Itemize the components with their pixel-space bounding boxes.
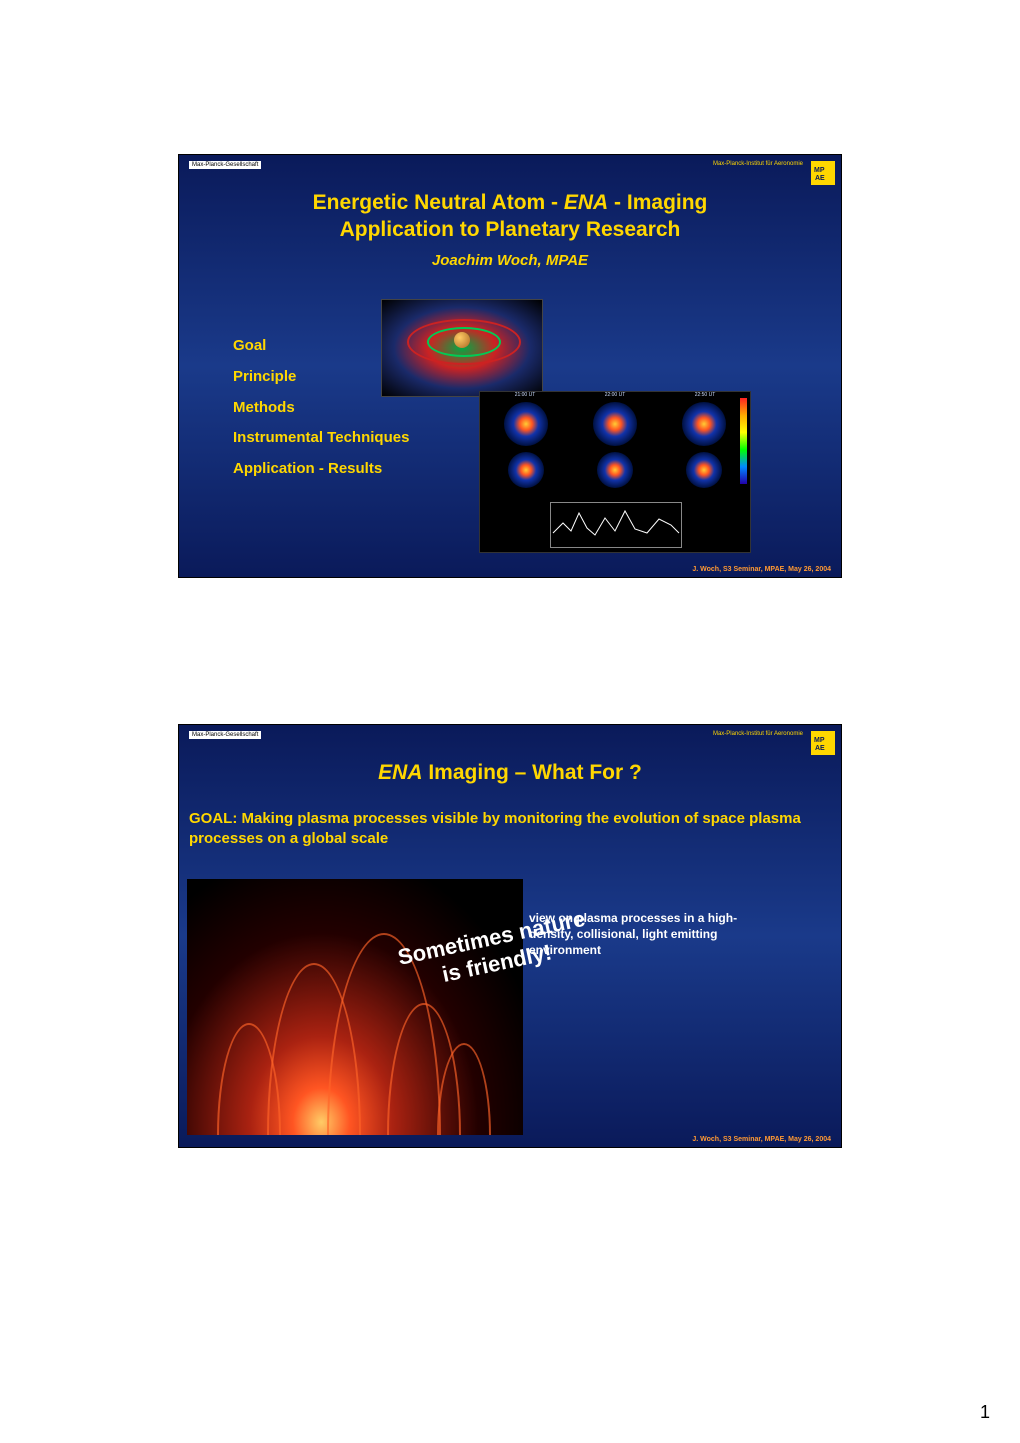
footer-credit: J. Woch, S3 Seminar, MPAE, May 26, 2004 xyxy=(692,566,831,573)
title-line2: Application to Planetary Research xyxy=(340,218,681,241)
org-right-label: Max-Planck-Institut für Aeronomie xyxy=(713,731,803,737)
svg-text:AE: AE xyxy=(815,175,825,182)
bullet-application: Application - Results xyxy=(233,454,409,485)
slide-2: Max-Planck-Gesellschaft Max-Planck-Insti… xyxy=(178,724,842,1148)
time-1: 21:00 UT xyxy=(515,392,536,398)
title2-rest: Imaging – What For ? xyxy=(423,761,642,784)
slide1-title: Energetic Neutral Atom - ENA - Imaging A… xyxy=(179,189,841,244)
title-part1: Energetic Neutral Atom - xyxy=(313,191,564,214)
colorbar-icon xyxy=(740,398,747,484)
flux-plot xyxy=(550,502,682,548)
globe-row-2 xyxy=(480,448,750,490)
magnetosphere-diagram xyxy=(381,299,543,397)
bullet-methods: Methods xyxy=(233,393,409,424)
svg-text:MP: MP xyxy=(814,167,825,174)
org-left-label: Max-Planck-Gesellschaft xyxy=(189,731,261,739)
time-3: 22:50 UT xyxy=(695,392,716,398)
globe-icon xyxy=(682,402,726,446)
slide2-goal: GOAL: Making plasma processes visible by… xyxy=(189,809,821,848)
slide2-title: ENA Imaging – What For ? xyxy=(179,761,841,785)
globe-icon xyxy=(686,452,722,488)
slide-header: Max-Planck-Gesellschaft Max-Planck-Insti… xyxy=(189,161,831,169)
slide1-author: Joachim Woch, MPAE xyxy=(179,252,841,269)
globe-icon xyxy=(593,402,637,446)
org-left-label: Max-Planck-Gesellschaft xyxy=(189,161,261,169)
mpae-logo-icon: MPAE xyxy=(811,731,835,755)
globe-icon xyxy=(508,452,544,488)
ena-time-panel: 21:00 UT 22:00 UT 22:50 UT xyxy=(479,391,751,553)
slide2-caption: view on plasma processes in a high-densi… xyxy=(529,910,779,959)
solar-prominence-image xyxy=(187,879,523,1135)
time-labels-row: 21:00 UT 22:00 UT 22:50 UT xyxy=(480,392,750,398)
footer-credit: J. Woch, S3 Seminar, MPAE, May 26, 2004 xyxy=(692,1136,831,1143)
slide-header: Max-Planck-Gesellschaft Max-Planck-Insti… xyxy=(189,731,831,739)
title-part2: - Imaging xyxy=(608,191,707,214)
bullet-instrumental: Instrumental Techniques xyxy=(233,423,409,454)
org-right-label: Max-Planck-Institut für Aeronomie xyxy=(713,161,803,167)
title-em: ENA xyxy=(564,191,608,214)
page: Max-Planck-Gesellschaft Max-Planck-Insti… xyxy=(0,0,1020,1443)
slide-1: Max-Planck-Gesellschaft Max-Planck-Insti… xyxy=(178,154,842,578)
svg-text:AE: AE xyxy=(815,745,825,752)
svg-text:MP: MP xyxy=(814,737,825,744)
mpae-logo-icon: MPAE xyxy=(811,161,835,185)
page-number: 1 xyxy=(980,1402,990,1423)
globe-icon xyxy=(504,402,548,446)
title2-em: ENA xyxy=(378,761,422,784)
globe-row-1 xyxy=(480,398,750,448)
globe-icon xyxy=(597,452,633,488)
time-2: 22:00 UT xyxy=(605,392,626,398)
